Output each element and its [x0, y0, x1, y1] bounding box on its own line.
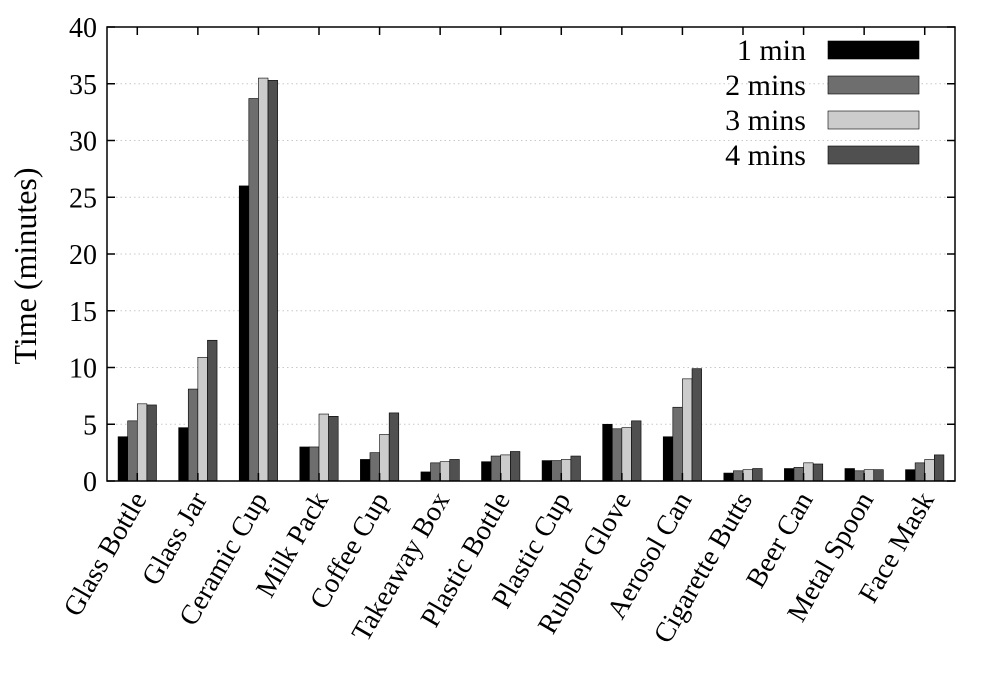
legend-label: 2 mins	[725, 69, 806, 102]
bar-aerosol-can-series-1	[662, 436, 674, 482]
bar-glass-bottle-series-4	[146, 404, 157, 482]
bar-metal-spoon-series-3	[863, 469, 875, 482]
bar-glass-jar-series-4	[207, 339, 218, 482]
bar-milk-pack-series-4	[328, 416, 339, 482]
bar-face-mask-series-3	[924, 459, 935, 482]
bar-milk-pack-series-3	[318, 413, 329, 482]
bar-cigarette-butts-series-3	[742, 469, 753, 482]
bar-coffee-cup-series-4	[388, 412, 400, 482]
bar-plastic-bottle-series-2	[490, 455, 502, 482]
bar-plastic-bottle-series-3	[500, 454, 511, 482]
bar-glass-bottle-series-1	[117, 436, 128, 482]
bar-rubber-glove-series-3	[621, 427, 632, 482]
legend-swatch	[827, 145, 920, 165]
y-tick-label: 5	[83, 410, 97, 441]
bar-beer-can-series-4	[812, 463, 824, 482]
bar-aerosol-can-series-2	[672, 406, 683, 482]
y-tick-label: 0	[83, 467, 97, 498]
legend-item: 3 mins	[725, 104, 920, 137]
y-tick-label: 40	[69, 13, 97, 44]
bar-milk-pack-series-2	[309, 446, 320, 482]
bar-ceramic-cup-series-2	[248, 98, 259, 482]
y-tick-label: 15	[69, 297, 97, 328]
x-tick-label: Glass Bottle	[58, 487, 154, 622]
bar-rubber-glove-series-2	[611, 428, 623, 482]
legend-item: 4 mins	[725, 139, 920, 172]
bar-face-mask-series-4	[934, 454, 945, 482]
bar-cigarette-butts-series-1	[723, 472, 734, 482]
bar-plastic-bottle-series-1	[481, 461, 492, 482]
y-tick-label: 35	[69, 70, 97, 101]
bar-aerosol-can-series-3	[682, 378, 693, 482]
y-tick-label: 25	[69, 183, 97, 214]
bar-beer-can-series-1	[784, 468, 795, 482]
bar-plastic-bottle-series-4	[510, 451, 521, 482]
bar-glass-jar-series-3	[197, 356, 208, 482]
bar-beer-can-series-2	[793, 467, 804, 482]
legend-item: 2 mins	[725, 69, 920, 102]
y-tick-label: 10	[69, 354, 97, 385]
legend-label: 1 min	[737, 34, 806, 67]
bar-cigarette-butts-series-2	[733, 470, 744, 482]
y-axis-title: Time (minutes)	[7, 167, 43, 364]
y-tick-label: 20	[69, 240, 97, 271]
bar-plastic-cup-series-2	[551, 460, 562, 482]
bar-takeaway-box-series-2	[430, 462, 441, 482]
bar-face-mask-series-2	[914, 462, 926, 482]
bar-glass-jar-series-1	[178, 427, 189, 482]
bar-plastic-cup-series-3	[560, 459, 572, 482]
bar-rubber-glove-series-4	[631, 420, 642, 482]
legend-label: 4 mins	[725, 139, 806, 172]
bar-coffee-cup-series-1	[360, 459, 371, 482]
bar-rubber-glove-series-1	[602, 423, 613, 482]
bar-takeaway-box-series-1	[420, 471, 431, 482]
bar-takeaway-box-series-4	[449, 459, 460, 482]
bar-takeaway-box-series-3	[439, 461, 451, 482]
bar-beer-can-series-3	[803, 462, 814, 482]
legend-swatch	[827, 110, 920, 130]
legend-swatch	[827, 40, 920, 60]
bar-ceramic-cup-series-4	[267, 80, 278, 482]
bar-plastic-cup-series-1	[541, 460, 552, 482]
bar-milk-pack-series-1	[299, 446, 310, 482]
bar-aerosol-can-series-4	[691, 368, 702, 482]
bar-metal-spoon-series-2	[854, 470, 865, 482]
bar-metal-spoon-series-4	[873, 469, 884, 482]
legend-swatch	[827, 75, 920, 95]
bar-glass-bottle-series-2	[127, 420, 138, 482]
legend-label: 3 mins	[725, 104, 806, 137]
bar-coffee-cup-series-3	[379, 434, 390, 482]
legend-item: 1 min	[737, 34, 920, 67]
y-tick-label: 30	[69, 127, 97, 158]
bar-face-mask-series-1	[905, 469, 916, 482]
bar-plastic-cup-series-4	[570, 455, 581, 482]
bar-coffee-cup-series-2	[369, 452, 380, 482]
bar-glass-jar-series-2	[187, 388, 199, 482]
bar-metal-spoon-series-1	[844, 468, 855, 482]
bars	[117, 77, 945, 482]
bar-ceramic-cup-series-3	[258, 77, 269, 482]
y-axis: 0 5 10 15 20 25 30 35 40	[69, 13, 955, 498]
grid	[107, 83, 955, 425]
bar-glass-bottle-series-3	[136, 403, 148, 482]
bar-cigarette-butts-series-4	[752, 468, 763, 482]
bar-ceramic-cup-series-1	[238, 185, 250, 482]
